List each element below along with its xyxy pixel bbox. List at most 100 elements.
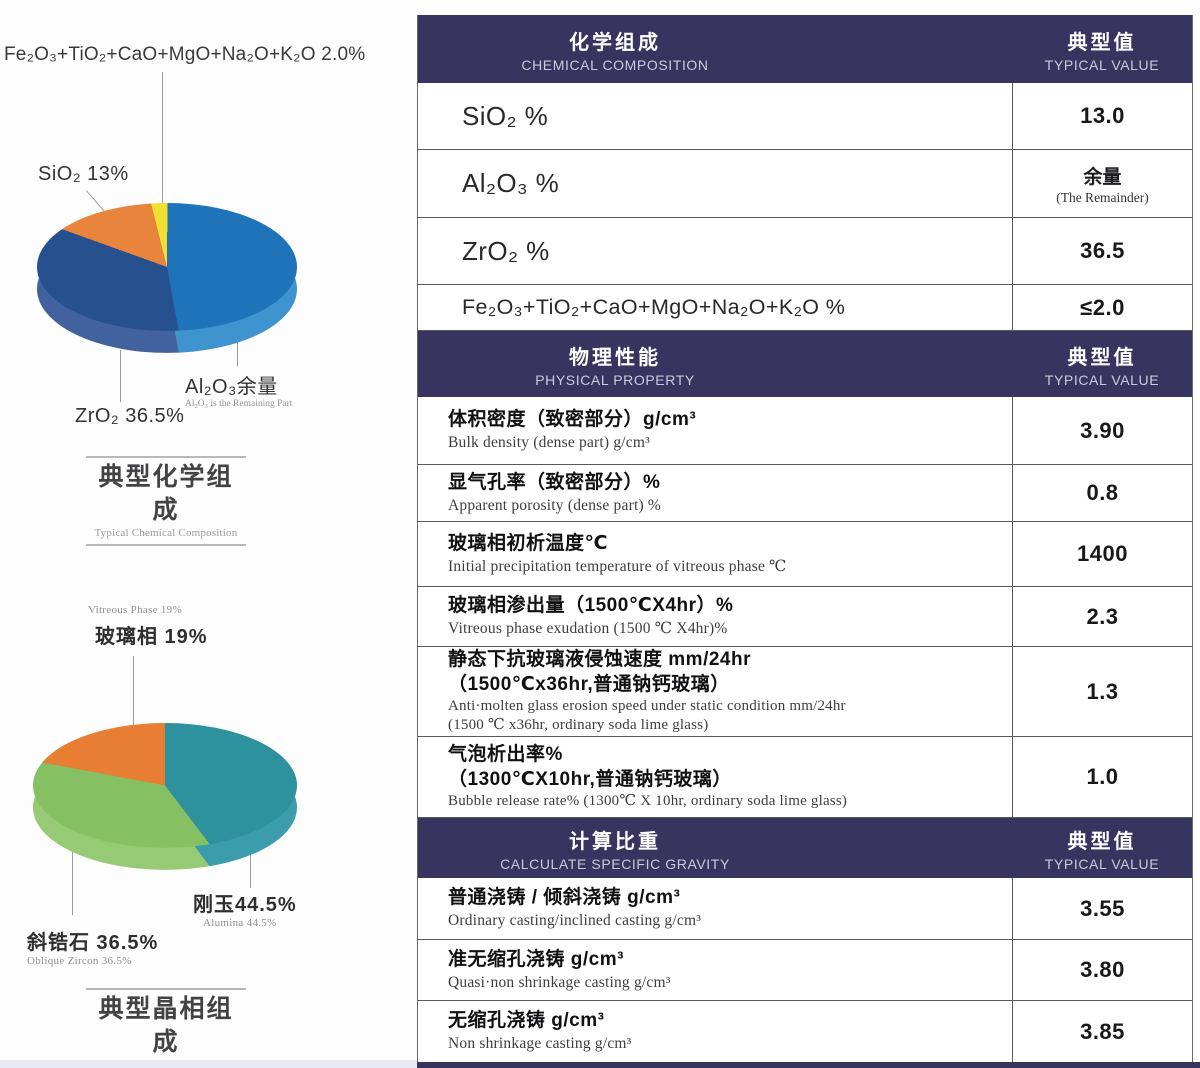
spec-table: 化学组成 CHEMICAL COMPOSITION 典型值 TYPICAL VA…: [417, 15, 1193, 1062]
property-label-en: Bubble release rate% (1300℃ X 10hr, ordi…: [448, 793, 848, 810]
pie2-title-zh: 典型晶相组成: [98, 995, 234, 1056]
typical-value: 1.3: [1086, 678, 1119, 704]
pie1-title-en: Typical Chemical Composition: [94, 527, 238, 539]
value-header-zh: 典型值: [1067, 31, 1137, 54]
section-title-en: CHEMICAL COMPOSITION: [521, 56, 709, 73]
pie2-vitreous-sublabel: Vitreous Phase 19%: [88, 604, 182, 616]
bottom-strip: [417, 1062, 1200, 1068]
property-label-zh: 玻璃相渗出量（1500℃X4hr）%: [448, 595, 734, 617]
value-header-en: TYPICAL VALUE: [1044, 855, 1160, 872]
divider: [86, 543, 246, 546]
leader-line: [162, 72, 163, 212]
section-header-chemical: 化学组成 CHEMICAL COMPOSITION 典型值 TYPICAL VA…: [418, 15, 1192, 83]
section-title-zh: 物理性能: [569, 346, 661, 369]
property-label-en: Bulk density (dense part) g/cm³: [448, 434, 650, 452]
divider: [86, 988, 246, 990]
property-label-en: Ordinary casting/inclined casting g/cm³: [448, 912, 702, 930]
table-row: 静态下抗玻璃液侵蚀速度 mm/24hr （1500℃x36hr,普通钠钙玻璃） …: [418, 647, 1192, 737]
value-header-zh: 典型值: [1067, 830, 1137, 853]
pie2-zircon-sublabel: Oblique Zircon 36.5%: [27, 955, 132, 967]
divider: [86, 456, 246, 458]
pie-top: [33, 723, 297, 848]
property-label-zh2: （1300℃X10hr,普通钠钙玻璃）: [448, 768, 732, 790]
table-row: Al₂O₃ % 余量 (The Remainder): [418, 150, 1192, 218]
pie2-alumina-sublabel: Alumina 44.5%: [203, 917, 277, 929]
typical-value: 0.8: [1086, 480, 1119, 505]
table-row: 显气孔率（致密部分）% Apparent porosity (dense par…: [418, 465, 1192, 522]
property-label-en: Vitreous phase exudation (1500 ℃ X4hr)%: [448, 620, 728, 638]
typical-value: 3.55: [1080, 895, 1125, 921]
value-header-en: TYPICAL VALUE: [1044, 371, 1160, 388]
pie2-alumina-label: 刚玉44.5%: [193, 894, 297, 916]
property-label-zh: 气泡析出率%: [448, 743, 563, 765]
pie1-minor-oxides-label: Fe₂O₃+TiO₂+CaO+MgO+Na₂O+K₂O 2.0%: [4, 44, 366, 65]
property-label-en: Non shrinkage casting g/cm³: [448, 1035, 632, 1053]
leader-line: [237, 324, 238, 366]
section-header-gravity: 计算比重 CALCULATE SPECIFIC GRAVITY 典型值 TYPI…: [418, 818, 1192, 878]
property-label: SiO₂ %: [462, 100, 549, 131]
pie1-sio2-label: SiO₂ 13%: [38, 163, 129, 185]
section-title-zh: 计算比重: [569, 830, 661, 853]
crystal-phase-pie: [33, 723, 297, 870]
property-label-en: Anti·molten glass erosion speed under st…: [448, 698, 846, 715]
typical-value: 1.0: [1086, 764, 1119, 789]
table-row: SiO₂ % 13.0: [418, 83, 1192, 150]
pie1-zro2-label: ZrO₂ 36.5%: [75, 405, 185, 427]
table-row: 准无缩孔浇铸 g/cm³ Quasi·non shrinkage casting…: [418, 940, 1192, 1001]
table-row: 玻璃相初析温度℃ Initial precipitation temperatu…: [418, 522, 1192, 587]
property-label-zh2: （1500℃x36hr,普通钠钙玻璃）: [448, 673, 730, 695]
table-row: ZrO₂ % 36.5: [418, 218, 1192, 285]
bottom-strip: [0, 1060, 417, 1068]
property-label-en: Apparent porosity (dense part) %: [448, 496, 662, 514]
property-label-en: Initial precipitation temperature of vit…: [448, 557, 787, 575]
property-label-zh: 玻璃相初析温度℃: [448, 532, 609, 554]
section-title-en: CALCULATE SPECIFIC GRAVITY: [500, 855, 730, 872]
pie2-title: 典型晶相组成 Typical Crystal Phase Composition: [86, 988, 246, 1068]
section-title-en: PHYSICAL PROPERTY: [535, 371, 695, 388]
chemical-composition-pie: [37, 203, 297, 353]
typical-value: 1400: [1077, 541, 1128, 566]
typical-value-sub: (The Remainder): [1056, 189, 1149, 205]
pie1-title: 典型化学组成 Typical Chemical Composition: [86, 456, 246, 546]
pie1-al2o3-sublabel: Al₂O₃ is the Remaining Part: [185, 399, 293, 409]
pie1-title-zh: 典型化学组成: [98, 463, 234, 524]
property-label-zh: 普通浇铸 / 倾斜浇铸 g/cm³: [448, 887, 681, 909]
pie-top: [37, 203, 297, 331]
property-label-en: Quasi·non shrinkage casting g/cm³: [448, 973, 671, 991]
property-label: ZrO₂ %: [462, 235, 550, 266]
table-row: Fe₂O₃+TiO₂+CaO+MgO+Na₂O+K₂O % ≤2.0: [418, 285, 1192, 331]
value-header-en: TYPICAL VALUE: [1044, 56, 1160, 73]
typical-value: 3.85: [1080, 1018, 1125, 1044]
pie2-zircon-label: 斜锆石 36.5%: [27, 932, 159, 954]
leader-line: [133, 656, 134, 736]
value-header-zh: 典型值: [1067, 346, 1137, 369]
property-label-zh: 显气孔率（致密部分）%: [448, 471, 661, 493]
section-title-zh: 化学组成: [569, 31, 661, 54]
property-label-zh: 静态下抗玻璃液侵蚀速度 mm/24hr: [448, 649, 751, 671]
typical-value: 36.5: [1080, 238, 1125, 263]
typical-value: 3.90: [1080, 417, 1125, 443]
typical-value: ≤2.0: [1080, 294, 1125, 320]
property-label-en2: (1500 ℃ x36hr, ordinary soda lime glass): [448, 717, 709, 734]
typical-value: 3.80: [1080, 957, 1125, 982]
pie1-al2o3-label: Al₂O₃余量: [185, 376, 278, 398]
leader-line: [72, 800, 73, 915]
property-label-zh: 体积密度（致密部分）g/cm³: [448, 409, 697, 431]
section-header-physical: 物理性能 PHYSICAL PROPERTY 典型值 TYPICAL VALUE: [418, 331, 1192, 397]
leader-line: [120, 350, 121, 402]
property-label-zh: 无缩孔浇铸 g/cm³: [448, 1010, 605, 1032]
table-row: 玻璃相渗出量（1500℃X4hr）% Vitreous phase exudat…: [418, 587, 1192, 647]
property-label: Al₂O₃ %: [462, 168, 560, 198]
table-row: 体积密度（致密部分）g/cm³ Bulk density (dense part…: [418, 397, 1192, 465]
table-row: 普通浇铸 / 倾斜浇铸 g/cm³ Ordinary casting/incli…: [418, 878, 1192, 940]
table-row: 无缩孔浇铸 g/cm³ Non shrinkage casting g/cm³ …: [418, 1001, 1192, 1062]
property-label-zh: 准无缩孔浇铸 g/cm³: [448, 948, 624, 970]
property-label: Fe₂O₃+TiO₂+CaO+MgO+Na₂O+K₂O %: [462, 295, 846, 319]
typical-value: 2.3: [1086, 603, 1119, 629]
leader-line: [250, 850, 251, 888]
pie2-vitreous-label: 玻璃相 19%: [95, 626, 208, 648]
table-row: 气泡析出率% （1300℃X10hr,普通钠钙玻璃） Bubble releas…: [418, 737, 1192, 818]
typical-value: 余量: [1083, 166, 1122, 188]
typical-value: 13.0: [1080, 103, 1125, 128]
